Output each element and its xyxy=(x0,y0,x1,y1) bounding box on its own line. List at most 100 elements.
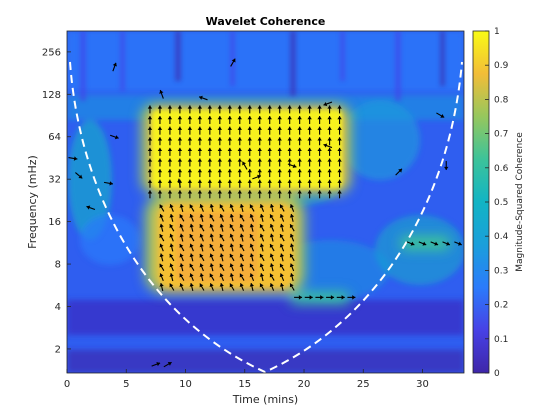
phase-arrow xyxy=(323,101,333,107)
phase-arrow xyxy=(229,243,234,252)
phase-arrow xyxy=(109,134,119,140)
phase-arrow xyxy=(239,263,244,272)
phase-arrow xyxy=(269,243,275,252)
phase-arrow xyxy=(209,253,214,262)
phase-arrow xyxy=(269,233,275,242)
phase-arrow xyxy=(68,156,78,161)
phase-arrow xyxy=(267,158,272,167)
phase-arrow xyxy=(157,105,163,114)
phase-arrow xyxy=(187,137,193,146)
phase-arrow xyxy=(289,273,295,282)
phase-arrow xyxy=(279,282,285,292)
phase-arrow xyxy=(159,273,164,282)
phase-arrow xyxy=(323,143,333,149)
phase-arrow xyxy=(436,112,445,118)
phase-arrow xyxy=(297,190,302,199)
phase-arrow xyxy=(259,233,265,242)
phase-arrow xyxy=(197,126,203,135)
phase-arrow xyxy=(317,190,322,199)
phase-arrow xyxy=(247,116,252,125)
phase-arrow xyxy=(267,147,272,156)
phase-arrow xyxy=(159,223,164,232)
phase-arrow xyxy=(336,295,345,300)
phase-arrow xyxy=(199,223,205,232)
phase-arrow xyxy=(227,105,232,114)
phase-arrow xyxy=(103,181,114,186)
phase-arrow xyxy=(297,116,302,125)
phase-arrow xyxy=(327,126,332,135)
phase-arrow xyxy=(317,137,322,146)
phase-arrow xyxy=(217,158,223,167)
phase-arrow xyxy=(249,282,254,292)
phase-arrow xyxy=(347,295,356,300)
phase-arrow xyxy=(217,137,223,146)
phase-arrow xyxy=(327,147,332,156)
colorbar-tick-label: 0.5 xyxy=(494,198,508,208)
phase-arrow xyxy=(167,179,173,188)
phase-arrow xyxy=(259,243,265,252)
phase-arrow xyxy=(151,362,161,367)
phase-arrow xyxy=(197,169,203,178)
x-axis: 0 5 10 15 20 25 30 xyxy=(64,369,429,390)
phase-arrow xyxy=(289,263,295,272)
phase-arrow xyxy=(247,158,252,167)
phase-arrow xyxy=(259,263,265,272)
phase-arrow xyxy=(209,203,214,212)
phase-arrow xyxy=(297,158,302,167)
coherence-heatmap xyxy=(67,31,464,373)
phase-arrow xyxy=(169,223,175,232)
phase-arrow xyxy=(327,169,332,178)
phase-arrow xyxy=(229,233,235,242)
phase-arrow xyxy=(337,147,342,156)
phase-arrow xyxy=(229,273,234,282)
phase-arrow xyxy=(177,137,183,146)
phase-arrow xyxy=(297,147,302,156)
phase-arrow xyxy=(297,179,302,188)
phase-arrow xyxy=(257,158,262,167)
phase-arrow xyxy=(307,158,312,167)
phase-arrow xyxy=(249,204,255,212)
phase-arrow xyxy=(207,158,213,167)
phase-arrow xyxy=(269,263,275,272)
phase-arrow xyxy=(289,253,295,262)
phase-arrow xyxy=(279,213,285,222)
phase-arrow xyxy=(189,263,195,271)
phase-arrow xyxy=(157,169,163,178)
phase-arrow xyxy=(287,190,292,199)
phase-arrow xyxy=(247,137,252,146)
phase-arrow xyxy=(242,161,248,170)
phase-arrow xyxy=(442,241,451,246)
phase-arrow xyxy=(287,126,292,135)
phase-arrow xyxy=(337,179,342,188)
phase-arrow xyxy=(249,273,255,282)
phase-arrow xyxy=(199,273,204,282)
phase-arrow xyxy=(189,273,194,282)
phase-arrow xyxy=(227,116,232,125)
phase-arrow xyxy=(337,116,342,125)
phase-arrow xyxy=(179,243,185,252)
phase-arrow xyxy=(315,295,324,300)
phase-arrow xyxy=(237,169,242,178)
phase-arrow xyxy=(239,253,245,262)
phase-arrow xyxy=(169,283,175,291)
phase-arrow xyxy=(337,137,342,146)
phase-arrow xyxy=(269,283,275,291)
phase-arrow xyxy=(219,233,225,242)
phase-arrow xyxy=(199,213,204,222)
phase-arrow xyxy=(167,137,173,146)
phase-arrow xyxy=(277,137,282,146)
colorbar-tick-label: 0.2 xyxy=(494,301,508,311)
phase-arrow xyxy=(157,137,163,146)
phase-arrow xyxy=(169,213,174,222)
phase-arrow xyxy=(257,147,262,156)
phase-arrow xyxy=(229,283,235,291)
phase-arrow xyxy=(418,241,427,246)
phase-arrow xyxy=(287,169,292,178)
phase-arrow xyxy=(430,241,439,246)
phase-arrow xyxy=(199,243,204,252)
phase-arrow xyxy=(189,253,194,262)
phase-arrow xyxy=(277,179,282,188)
phase-arrow xyxy=(249,213,255,222)
phase-arrow xyxy=(197,105,203,114)
